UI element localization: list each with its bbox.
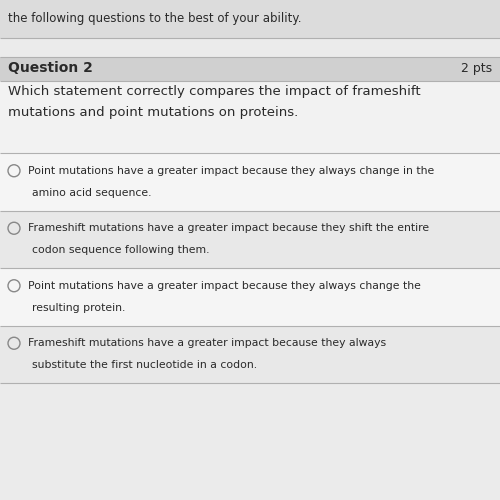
Text: resulting protein.: resulting protein. [32,303,126,313]
FancyBboxPatch shape [0,38,500,56]
Text: Frameshift mutations have a greater impact because they shift the entire: Frameshift mutations have a greater impa… [28,223,428,233]
Text: the following questions to the best of your ability.: the following questions to the best of y… [8,12,301,25]
Text: 2 pts: 2 pts [462,62,492,75]
Text: codon sequence following them.: codon sequence following them. [32,246,210,256]
Text: Point mutations have a greater impact because they always change in the: Point mutations have a greater impact be… [28,166,434,176]
Text: Which statement correctly compares the impact of frameshift: Which statement correctly compares the i… [8,86,420,98]
Text: amino acid sequence.: amino acid sequence. [32,188,152,198]
FancyBboxPatch shape [0,80,500,153]
FancyBboxPatch shape [0,210,500,268]
Text: mutations and point mutations on proteins.: mutations and point mutations on protein… [8,106,298,120]
FancyBboxPatch shape [0,0,500,38]
Text: Question 2: Question 2 [8,62,92,76]
FancyBboxPatch shape [0,153,500,210]
Text: Frameshift mutations have a greater impact because they always: Frameshift mutations have a greater impa… [28,338,386,348]
FancyBboxPatch shape [0,326,500,383]
FancyBboxPatch shape [0,268,500,326]
Text: substitute the first nucleotide in a codon.: substitute the first nucleotide in a cod… [32,360,258,370]
Text: Point mutations have a greater impact because they always change the: Point mutations have a greater impact be… [28,281,420,291]
FancyBboxPatch shape [0,56,500,80]
